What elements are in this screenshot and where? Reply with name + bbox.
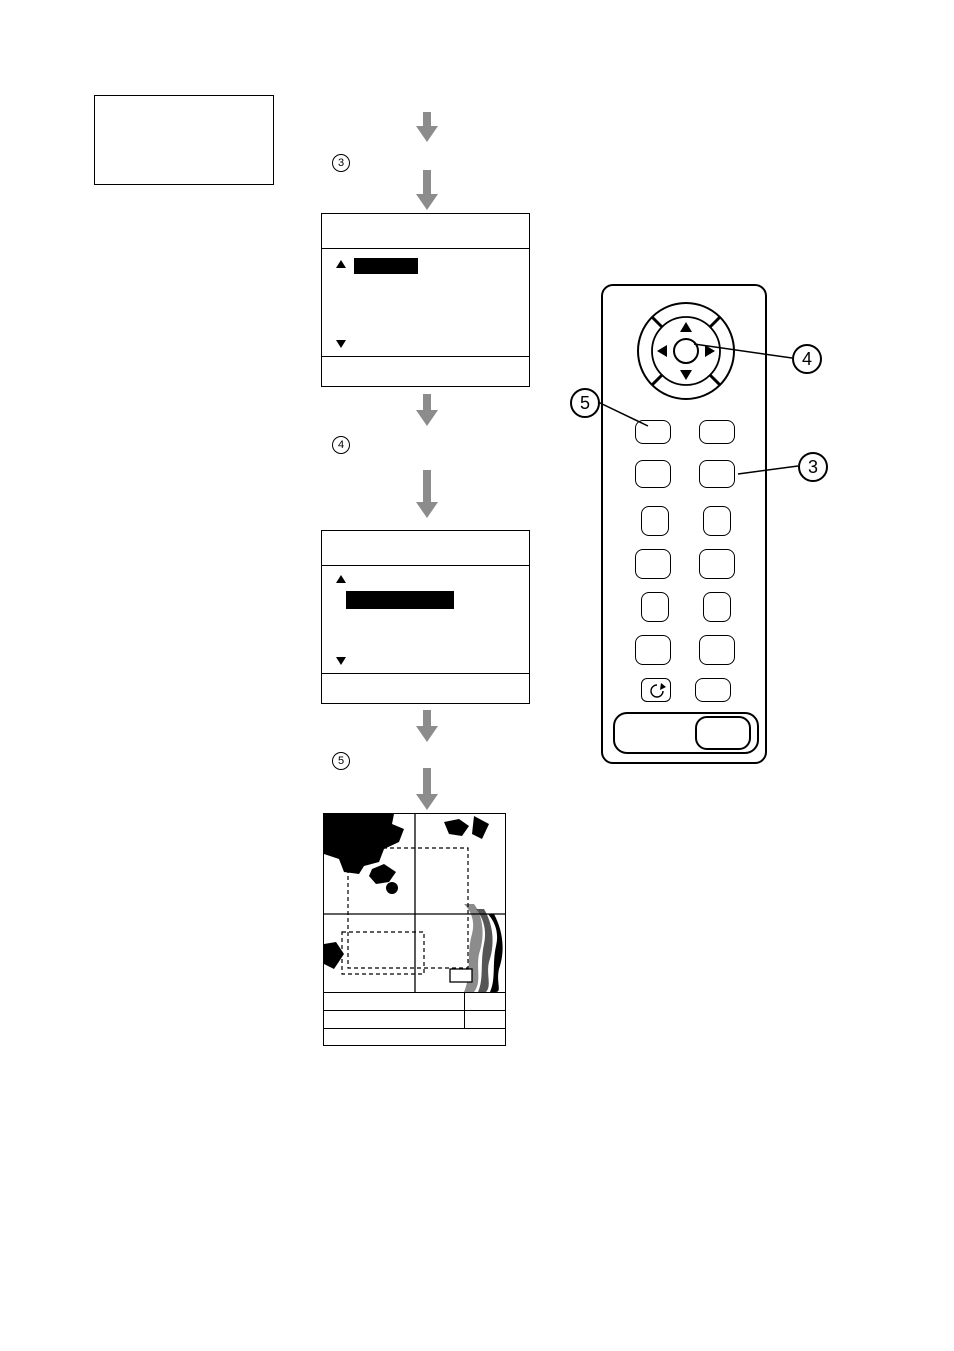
screen1-bottom-divider	[322, 356, 529, 357]
callout-4: 4	[792, 344, 822, 374]
dpad[interactable]	[629, 294, 743, 408]
remote-btn-r3-right[interactable]	[703, 506, 731, 536]
step-5-marker: 5	[332, 752, 350, 770]
menu2-highlight	[346, 591, 454, 609]
menu1-highlight	[354, 258, 418, 274]
remote-btn-r6-right[interactable]	[699, 635, 735, 665]
flow-arrow-6	[416, 768, 438, 810]
flow-arrow-2	[416, 170, 438, 210]
map-graphic	[324, 814, 506, 992]
flow-arrow-5	[416, 710, 438, 742]
remote-btn-r4-left[interactable]	[635, 549, 671, 579]
remote-btn-r1-right[interactable]	[699, 420, 735, 444]
remote-btn-r7-right[interactable]	[695, 678, 731, 702]
remote-btn-r2-right[interactable]	[699, 460, 735, 488]
screen1-top-divider	[322, 248, 529, 249]
remote-btn-r7-left[interactable]	[641, 678, 671, 702]
screen2-bottom-divider	[322, 673, 529, 674]
flow-arrow-4	[416, 470, 438, 518]
remote-btn-r4-right[interactable]	[699, 549, 735, 579]
step-3-marker: 3	[332, 154, 350, 172]
map-display	[323, 813, 506, 1046]
menu-screen-2	[321, 530, 530, 704]
map-footer	[324, 992, 505, 1046]
step-4-marker: 4	[332, 436, 350, 454]
menu-screen-1	[321, 213, 530, 387]
refresh-icon	[642, 679, 672, 703]
remote-control	[601, 284, 767, 764]
intro-box	[94, 95, 274, 185]
callout-3: 3	[798, 452, 828, 482]
remote-btn-r3-left[interactable]	[641, 506, 669, 536]
remote-btn-r1-left[interactable]	[635, 420, 671, 444]
scroll-down-icon	[336, 340, 346, 348]
remote-btn-r5-right[interactable]	[703, 592, 731, 622]
remote-btn-r6-left[interactable]	[635, 635, 671, 665]
callout-5: 5	[570, 388, 600, 418]
scroll-down-icon	[336, 657, 346, 665]
flow-arrow-1	[416, 112, 438, 142]
screen2-top-divider	[322, 565, 529, 566]
remote-bottom-inner[interactable]	[695, 716, 751, 750]
remote-btn-r2-left[interactable]	[635, 460, 671, 488]
flow-arrow-3	[416, 394, 438, 426]
scroll-up-icon	[336, 260, 346, 268]
remote-btn-r5-left[interactable]	[641, 592, 669, 622]
scroll-up-icon	[336, 575, 346, 583]
